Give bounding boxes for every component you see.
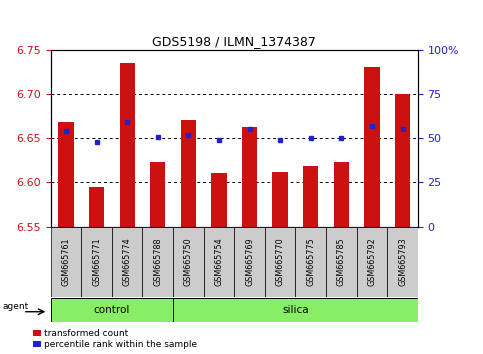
Bar <box>296 227 326 297</box>
Bar <box>242 127 257 227</box>
Text: GSM665770: GSM665770 <box>276 238 284 286</box>
Legend: transformed count, percentile rank within the sample: transformed count, percentile rank withi… <box>33 329 198 349</box>
Text: GSM665775: GSM665775 <box>306 238 315 286</box>
Text: GSM665754: GSM665754 <box>214 238 224 286</box>
Text: GSM665793: GSM665793 <box>398 238 407 286</box>
Text: control: control <box>94 305 130 315</box>
Bar <box>334 162 349 227</box>
Bar <box>142 227 173 297</box>
Text: GSM665750: GSM665750 <box>184 238 193 286</box>
Bar <box>272 172 288 227</box>
Title: GDS5198 / ILMN_1374387: GDS5198 / ILMN_1374387 <box>152 35 316 48</box>
Bar <box>387 227 418 297</box>
Bar <box>89 187 104 227</box>
Bar <box>112 227 142 297</box>
Bar <box>212 173 227 227</box>
Text: GSM665785: GSM665785 <box>337 238 346 286</box>
Text: GSM665774: GSM665774 <box>123 238 132 286</box>
Bar <box>326 227 356 297</box>
Text: GSM665769: GSM665769 <box>245 238 254 286</box>
Bar <box>150 162 166 227</box>
Text: GSM665788: GSM665788 <box>153 238 162 286</box>
Text: silica: silica <box>282 305 309 315</box>
Bar <box>173 298 418 322</box>
Bar <box>58 122 74 227</box>
Text: agent: agent <box>2 302 29 310</box>
Bar <box>120 63 135 227</box>
Bar <box>303 166 318 227</box>
Bar <box>181 120 196 227</box>
Bar <box>204 227 234 297</box>
Bar <box>364 67 380 227</box>
Text: GSM665771: GSM665771 <box>92 238 101 286</box>
Bar <box>234 227 265 297</box>
Bar <box>81 227 112 297</box>
Bar <box>51 298 173 322</box>
Bar <box>356 227 387 297</box>
Bar <box>395 94 410 227</box>
Bar <box>265 227 296 297</box>
Bar <box>51 227 81 297</box>
Bar <box>173 227 204 297</box>
Text: GSM665761: GSM665761 <box>61 238 71 286</box>
Text: GSM665792: GSM665792 <box>368 238 376 286</box>
